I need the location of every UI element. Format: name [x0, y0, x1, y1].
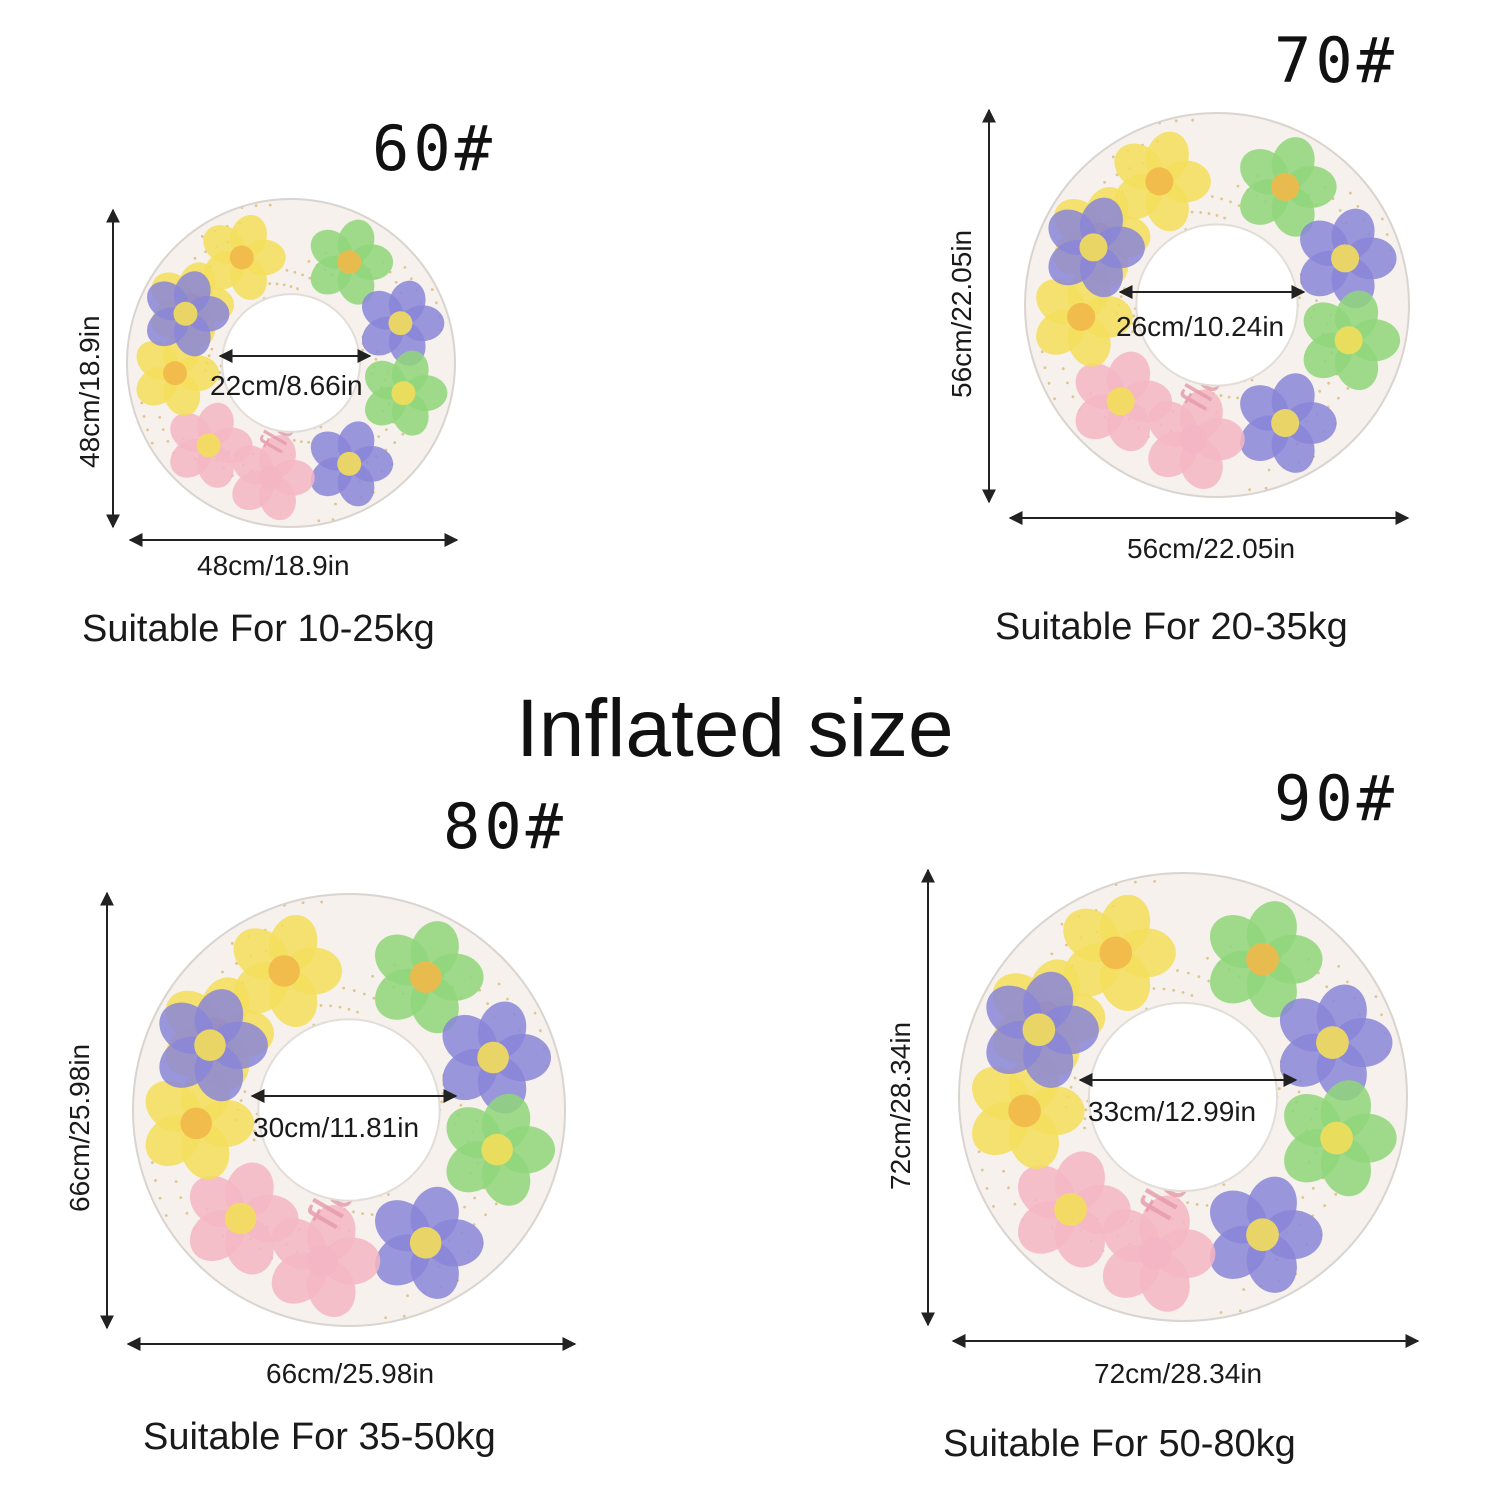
ring-80-inner-label: 30cm/11.81in — [253, 1112, 420, 1143]
flower-decoration-icon — [361, 280, 445, 366]
flower-decoration-icon — [310, 421, 394, 507]
ring-70-width-label: 56cm/22.05in — [1127, 533, 1296, 564]
flower-decoration-icon — [159, 989, 268, 1102]
flower-decoration-icon — [986, 971, 1099, 1088]
flower-decoration-icon — [375, 921, 484, 1034]
flower-decoration-icon — [232, 435, 315, 521]
swim-ring-80: flowers — [132, 893, 566, 1327]
flower-decoration-icon — [365, 350, 448, 436]
ring-60-suitable-text: Suitable For 10-25kg — [82, 608, 435, 650]
flower-decoration-icon — [446, 1093, 556, 1206]
ring-90-width-label: 72cm/28.34in — [1094, 1358, 1263, 1389]
ring-90-inner-label: 33cm/12.99in — [1088, 1096, 1257, 1127]
swim-ring-90: flowers — [958, 872, 1408, 1322]
flower-decoration-icon — [1036, 267, 1133, 367]
flower-decoration-icon — [972, 1052, 1085, 1169]
ring-80-model-label: 80# — [443, 790, 567, 863]
flower-decoration-icon — [1209, 901, 1323, 1018]
flower-decoration-icon — [189, 1162, 299, 1275]
ring-60-inner-label: 22cm/8.66in — [210, 370, 363, 401]
flower-decoration-icon — [1303, 290, 1401, 391]
flower-decoration-icon — [1240, 137, 1337, 237]
flower-decoration-icon — [1240, 373, 1337, 473]
flower-decoration-icon — [1209, 1176, 1323, 1293]
flower-decoration-icon — [1114, 131, 1211, 232]
page-title: Inflated size — [516, 683, 954, 774]
ring-70-model-label: 70# — [1274, 24, 1398, 97]
ring-80-suitable-text: Suitable For 35-50kg — [143, 1416, 496, 1458]
flower-decoration-icon — [1075, 351, 1173, 452]
flower-decoration-icon — [147, 271, 230, 357]
ring-80-width-label: 66cm/25.98in — [266, 1358, 435, 1389]
flower-decoration-icon — [1300, 208, 1397, 309]
flower-decoration-icon — [1284, 1080, 1397, 1197]
ring-60-model-label: 60# — [372, 112, 496, 185]
ring-90-suitable-text: Suitable For 50-80kg — [943, 1423, 1296, 1465]
ring-90-model-label: 90# — [1274, 762, 1398, 835]
flower-decoration-icon — [1048, 197, 1145, 298]
flower-decoration-icon — [233, 915, 343, 1028]
ring-70-suitable-text: Suitable For 20-35kg — [995, 606, 1348, 648]
ring-70-inner-label: 26cm/10.24in — [1116, 311, 1285, 342]
flower-decoration-icon — [203, 214, 286, 300]
flower-decoration-icon — [1063, 894, 1176, 1011]
swim-ring-60: flowers — [126, 198, 456, 528]
flower-decoration-icon — [1018, 1151, 1131, 1268]
flower-decoration-icon — [170, 402, 253, 488]
flower-decoration-icon — [1279, 984, 1393, 1101]
flower-decoration-icon — [375, 1186, 484, 1299]
swim-ring-70: flowers — [1024, 112, 1410, 498]
ring-60-width-label: 48cm/18.9in — [197, 550, 350, 581]
flower-decoration-icon — [310, 219, 394, 305]
